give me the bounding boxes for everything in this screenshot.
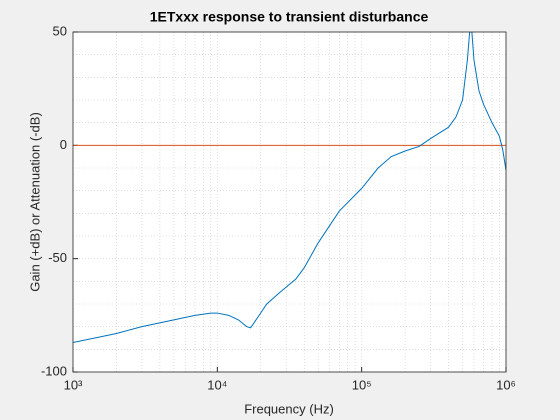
plot-lines — [73, 32, 506, 344]
y-tick-label: -100 — [41, 363, 67, 378]
y-tick-label: 50 — [53, 23, 67, 38]
axes-box — [72, 31, 507, 373]
chart-title: 1ETxxx response to transient disturbance — [150, 9, 429, 25]
data-line — [73, 32, 506, 344]
x-tick-label: 10⁴ — [207, 377, 227, 392]
y-tick-label: 0 — [60, 137, 67, 152]
plot-area — [73, 32, 506, 372]
x-tick-label: 10⁶ — [496, 377, 516, 392]
x-tick-label: 10⁵ — [352, 377, 372, 392]
y-tick-label: -50 — [48, 250, 67, 265]
x-tick-label: 10³ — [64, 377, 83, 392]
y-axis-label: Gain (+dB) or Attenuation (-dB) — [27, 112, 42, 292]
x-axis-label: Frequency (Hz) — [244, 401, 334, 416]
